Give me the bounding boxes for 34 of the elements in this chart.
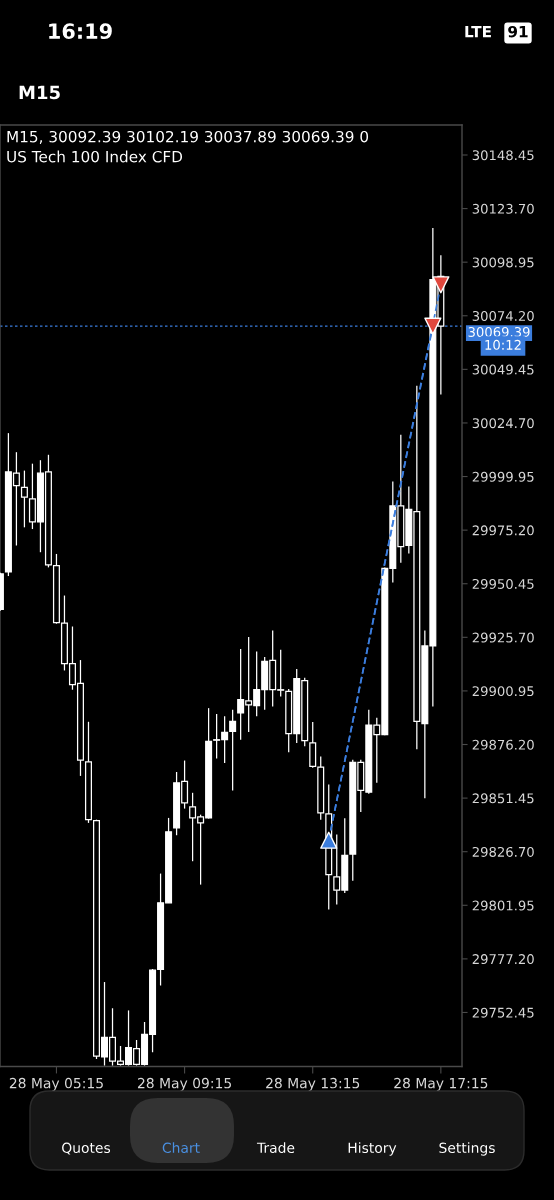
y-tick-label: 30098.95 (472, 257, 534, 268)
y-tick-label: 29777.20 (472, 954, 534, 965)
y-tick-label: 30148.45 (472, 150, 534, 161)
x-tick-label: 28 May 17:15 (394, 1077, 488, 1092)
chart-title: M15, 30092.39 30102.19 30037.89 30069.39 0 (7, 130, 369, 144)
x-tick-label: 28 May 09:15 (137, 1077, 231, 1092)
y-tick-label: 30123.70 (472, 203, 534, 214)
y-tick-label: 29826.70 (472, 846, 534, 857)
y-tick-label: 29975.20 (472, 525, 534, 536)
text: 91 (508, 25, 528, 38)
y-tick-label: 29876.20 (472, 739, 534, 750)
text: Settings (439, 1142, 495, 1156)
y-tick-label: 29999.95 (472, 471, 534, 482)
text: LTE (465, 26, 491, 38)
ref-line-label: 30069.39 (468, 326, 530, 337)
text: 10:12 (485, 339, 521, 350)
y-tick-label: 29950.45 (472, 578, 534, 589)
y-tick-label: 30074.20 (472, 310, 534, 321)
text: 16:19 (49, 23, 112, 40)
text: M15 (19, 85, 60, 100)
text: Trade (256, 1142, 295, 1154)
x-tick-label: 28 May 05:15 (9, 1077, 103, 1092)
text: History (348, 1142, 397, 1156)
y-tick-label: 29851.45 (472, 793, 534, 804)
y-tick-label: 29801.95 (472, 900, 534, 911)
y-tick-label: 30024.70 (472, 418, 534, 429)
y-tick-label: 29925.70 (472, 632, 534, 643)
y-tick-label: 30049.45 (472, 364, 534, 375)
text: Chart (162, 1142, 200, 1154)
y-tick-label: 29752.45 (472, 1007, 534, 1018)
text: US Tech 100 Index CFD (7, 150, 183, 163)
text: Quotes (62, 1142, 111, 1155)
y-tick-label: 29900.95 (472, 686, 534, 697)
x-tick-label: 28 May 13:15 (266, 1077, 360, 1092)
